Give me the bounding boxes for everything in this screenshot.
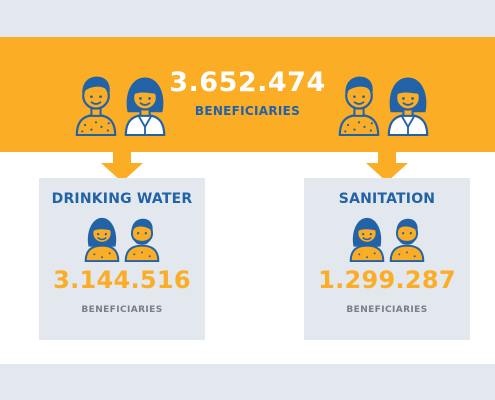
woman-icon [82, 214, 122, 262]
man-icon [387, 214, 427, 262]
top-band [0, 0, 495, 37]
card-label: BENEFICIARIES [346, 305, 428, 315]
card-label: BENEFICIARIES [81, 305, 163, 315]
card-value: 1.299.287 [318, 266, 456, 294]
woman-icon [347, 214, 387, 262]
total-beneficiaries-label: BENEFICIARIES [194, 104, 301, 118]
total-beneficiaries-value: 3.652.474 [169, 67, 326, 98]
card-title: SANITATION [338, 191, 436, 207]
drinking-water-card: DRINKING WATER 3.144.516 BENEFICIARIES [39, 178, 205, 340]
sanitation-card: SANITATION 1.299.287 BENEFICIARIES [304, 178, 470, 340]
card-value: 3.144.516 [53, 266, 191, 294]
bottom-band [0, 364, 495, 400]
card-title: DRINKING WATER [51, 191, 193, 207]
man-icon [122, 214, 162, 262]
